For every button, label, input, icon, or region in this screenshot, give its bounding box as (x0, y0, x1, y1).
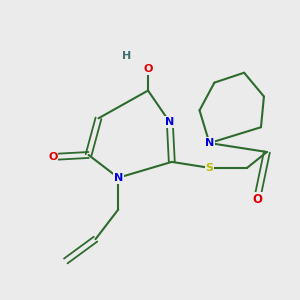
Text: O: O (143, 64, 153, 74)
Text: O: O (48, 152, 58, 162)
Text: S: S (206, 163, 213, 173)
Text: N: N (165, 117, 174, 127)
Text: O: O (252, 193, 262, 206)
Text: N: N (205, 138, 214, 148)
Text: H: H (122, 51, 131, 61)
Text: N: N (114, 173, 123, 183)
